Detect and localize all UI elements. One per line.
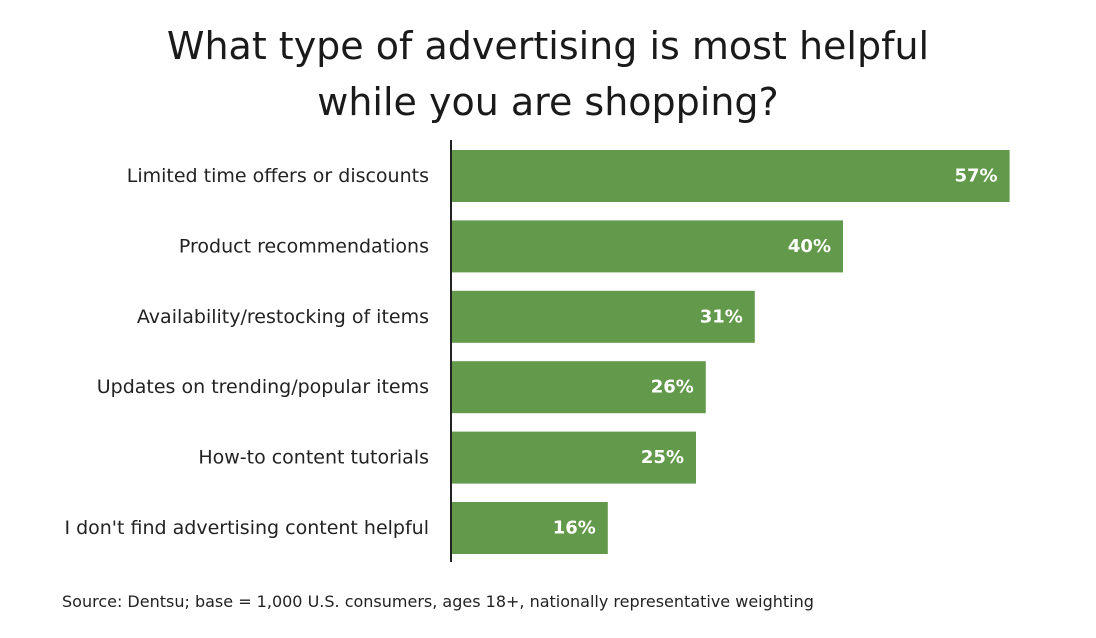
category-label-0: Limited time offers or discounts (127, 165, 429, 187)
bar-3 (451, 361, 706, 414)
category-label-4: How-to content tutorials (198, 447, 429, 469)
bar-0 (451, 150, 1010, 202)
chart-title: What type of advertising is most helpful… (0, 18, 1096, 130)
value-label-2: 31% (700, 306, 743, 327)
category-label-1: Product recommendations (179, 235, 429, 257)
source-note: Source: Dentsu; base = 1,000 U.S. consum… (62, 592, 814, 611)
category-label-2: Availability/restocking of items (137, 306, 429, 328)
bar-2 (451, 290, 755, 343)
value-label-3: 26% (651, 377, 694, 398)
bar-1 (451, 220, 843, 273)
category-labels: Limited time offers or discounts Product … (64, 165, 429, 539)
chart-title-line-2: while you are shopping? (317, 80, 779, 124)
value-label-1: 40% (788, 236, 831, 257)
category-label-5: I don't find advertising content helpful (64, 517, 429, 539)
category-label-3: Updates on trending/popular items (97, 376, 429, 398)
value-label-4: 25% (641, 447, 684, 468)
bar-4 (451, 431, 696, 484)
bar-5 (451, 502, 608, 554)
chart-title-line-1: What type of advertising is most helpful (166, 24, 930, 68)
bars-layer: 57% 40% 31% 26% 25% 16% (451, 150, 1010, 554)
value-label-0: 57% (955, 166, 998, 187)
value-label-5: 16% (553, 518, 596, 539)
